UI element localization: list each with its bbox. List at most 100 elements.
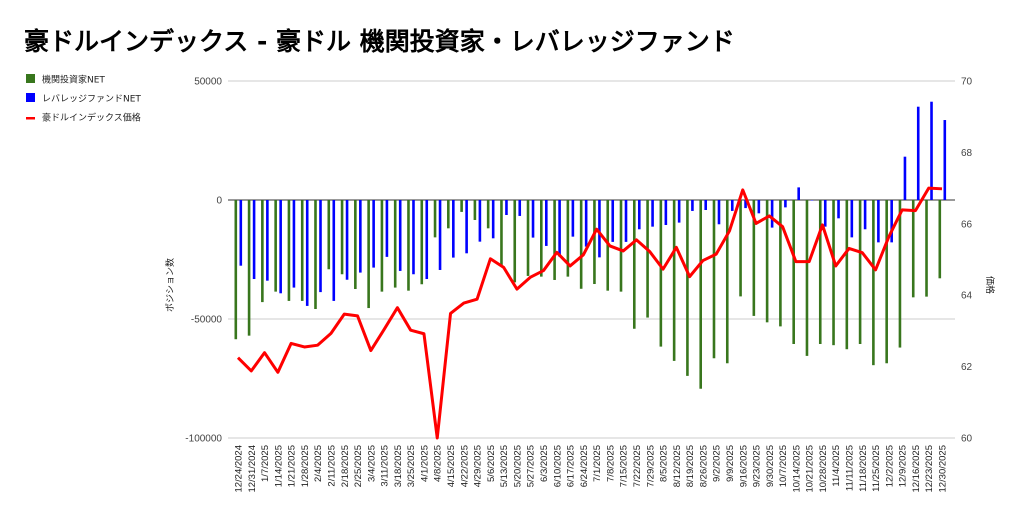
- leveraged-bar: [305, 200, 309, 306]
- leveraged-bar: [292, 200, 296, 288]
- institutional-bar: [845, 200, 849, 350]
- x-tick-label: 12/31/2024: [247, 445, 258, 493]
- institutional-bar: [393, 200, 397, 288]
- institutional-bar: [380, 200, 384, 292]
- leveraged-bar: [319, 200, 322, 293]
- institutional-bar: [593, 200, 596, 285]
- x-tick-label: 5/13/2025: [499, 445, 510, 487]
- y-tick-label: 0: [216, 196, 222, 207]
- x-tick-label: 7/29/2025: [645, 445, 656, 487]
- institutional-bar: [247, 200, 251, 336]
- y-tick-label: -100000: [185, 434, 222, 445]
- legend-label: レバレッジファンドNET: [42, 94, 141, 105]
- x-tick-label: 10/14/2025: [791, 445, 802, 493]
- leveraged-bar: [531, 200, 535, 238]
- institutional-bar: [765, 200, 769, 323]
- x-tick-label: 2/18/2025: [340, 445, 351, 487]
- x-tick-label: 8/5/2025: [659, 445, 670, 482]
- institutional-bar: [354, 200, 357, 290]
- institutional-bar: [646, 200, 649, 318]
- leveraged-bar: [478, 200, 482, 242]
- price-line: [236, 186, 943, 440]
- leveraged-bar: [916, 106, 920, 200]
- x-tick-label: 7/8/2025: [605, 445, 616, 482]
- institutional-bar: [911, 200, 915, 298]
- leveraged-bar: [518, 200, 522, 216]
- leveraged-bar: [584, 200, 588, 247]
- institutional-bar: [672, 200, 676, 361]
- x-tick-label: 2/4/2025: [313, 445, 324, 482]
- leveraged-bar: [412, 200, 415, 275]
- y-tick-label: 50000: [194, 77, 222, 88]
- leveraged-bar: [345, 200, 349, 280]
- y-tick-label: -50000: [191, 315, 223, 326]
- leveraged-bar: [598, 200, 601, 258]
- leveraged-bar: [558, 200, 561, 257]
- leveraged-bar: [505, 200, 508, 215]
- x-tick-label: 4/29/2025: [473, 445, 484, 487]
- institutional-bar: [752, 200, 756, 316]
- institutional-bar: [261, 200, 264, 303]
- institutional-bar: [473, 200, 477, 220]
- x-tick-label: 5/20/2025: [512, 445, 523, 487]
- leveraged-bar: [903, 156, 907, 200]
- x-tick-label: 6/17/2025: [566, 445, 577, 487]
- leveraged-bar: [571, 200, 575, 237]
- institutional-bar: [925, 200, 928, 297]
- institutional-bar: [340, 200, 344, 275]
- institutional-bar: [287, 200, 291, 301]
- legend-label: 機関投資家NET: [42, 74, 105, 86]
- leveraged-bar: [823, 200, 827, 227]
- leveraged-bar: [730, 200, 734, 211]
- institutional-bar: [300, 200, 304, 301]
- institutional-bar: [327, 200, 331, 270]
- institutional-bar: [858, 200, 862, 344]
- leveraged-bar: [677, 200, 681, 223]
- x-tick-label: 7/1/2025: [592, 445, 603, 482]
- leveraged-bar: [491, 200, 495, 239]
- legend-swatch: [26, 74, 35, 83]
- x-tick-label: 12/24/2024: [234, 445, 245, 493]
- leveraged-bar: [637, 200, 641, 230]
- institutional-bar: [513, 200, 517, 283]
- leveraged-bar: [452, 200, 455, 258]
- institutional-bar: [274, 200, 277, 292]
- institutional-bar: [540, 200, 543, 277]
- x-tick-label: 4/8/2025: [433, 445, 444, 482]
- institutional-bar: [460, 200, 463, 212]
- leveraged-bar: [691, 200, 694, 211]
- institutional-bar: [632, 200, 636, 329]
- institutional-bar: [659, 200, 663, 347]
- x-tick-label: 5/27/2025: [526, 445, 537, 487]
- leveraged-bar: [717, 200, 721, 225]
- institutional-bar: [367, 200, 370, 309]
- legend-label: 豪ドルインデックス価格: [42, 112, 141, 124]
- y-axis-title: ポジション数: [164, 258, 176, 312]
- leveraged-bar: [239, 200, 243, 266]
- institutional-bar: [818, 200, 822, 344]
- x-tick-label: 1/21/2025: [287, 445, 298, 487]
- leveraged-bar: [943, 120, 947, 200]
- leveraged-bar: [863, 200, 867, 230]
- leveraged-bar: [797, 187, 800, 200]
- leveraged-bar: [279, 200, 282, 294]
- y2-tick-label: 70: [961, 77, 973, 88]
- institutional-bar: [898, 200, 902, 348]
- x-tick-label: 6/10/2025: [552, 445, 563, 487]
- x-tick-label: 11/11/2025: [845, 445, 856, 491]
- institutional-bar: [712, 200, 716, 359]
- leveraged-bar: [332, 200, 336, 301]
- institutional-bar: [420, 200, 424, 285]
- x-tick-label: 1/14/2025: [273, 445, 284, 487]
- institutional-bar: [805, 200, 809, 356]
- x-tick-label: 3/4/2025: [366, 445, 377, 482]
- x-tick-label: 11/18/2025: [858, 445, 869, 492]
- x-tick-label: 4/1/2025: [419, 445, 430, 482]
- leveraged-bar: [877, 200, 880, 243]
- leveraged-bar: [744, 200, 747, 209]
- y2-axis-title: 価格: [984, 276, 996, 294]
- x-tick-label: 9/23/2025: [752, 445, 763, 487]
- leveraged-bar: [890, 200, 893, 243]
